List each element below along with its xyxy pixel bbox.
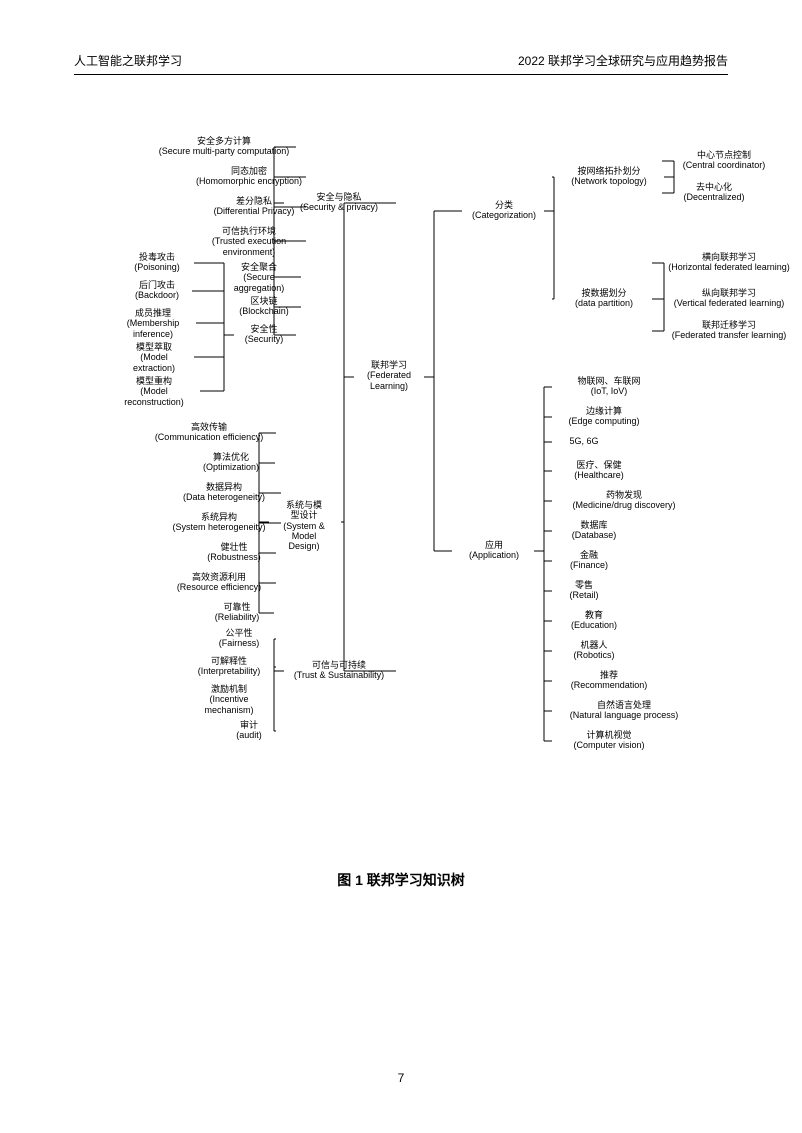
- page: 人工智能之联邦学习 2022 联邦学习全球研究与应用趋势报告 联邦学习 (Fed…: [0, 0, 802, 1133]
- figure-caption: 图 1 联邦学习知识树: [0, 870, 802, 890]
- header: 人工智能之联邦学习 2022 联邦学习全球研究与应用趋势报告: [74, 52, 728, 70]
- knowledge-tree-diagram: 联邦学习 (Federated Learning)分类 (Categorizat…: [74, 120, 728, 840]
- header-rule: [74, 74, 728, 75]
- page-number: 7: [0, 1071, 802, 1085]
- header-right: 2022 联邦学习全球研究与应用趋势报告: [518, 52, 728, 69]
- header-left: 人工智能之联邦学习: [74, 54, 182, 68]
- tree-edges: [74, 120, 728, 840]
